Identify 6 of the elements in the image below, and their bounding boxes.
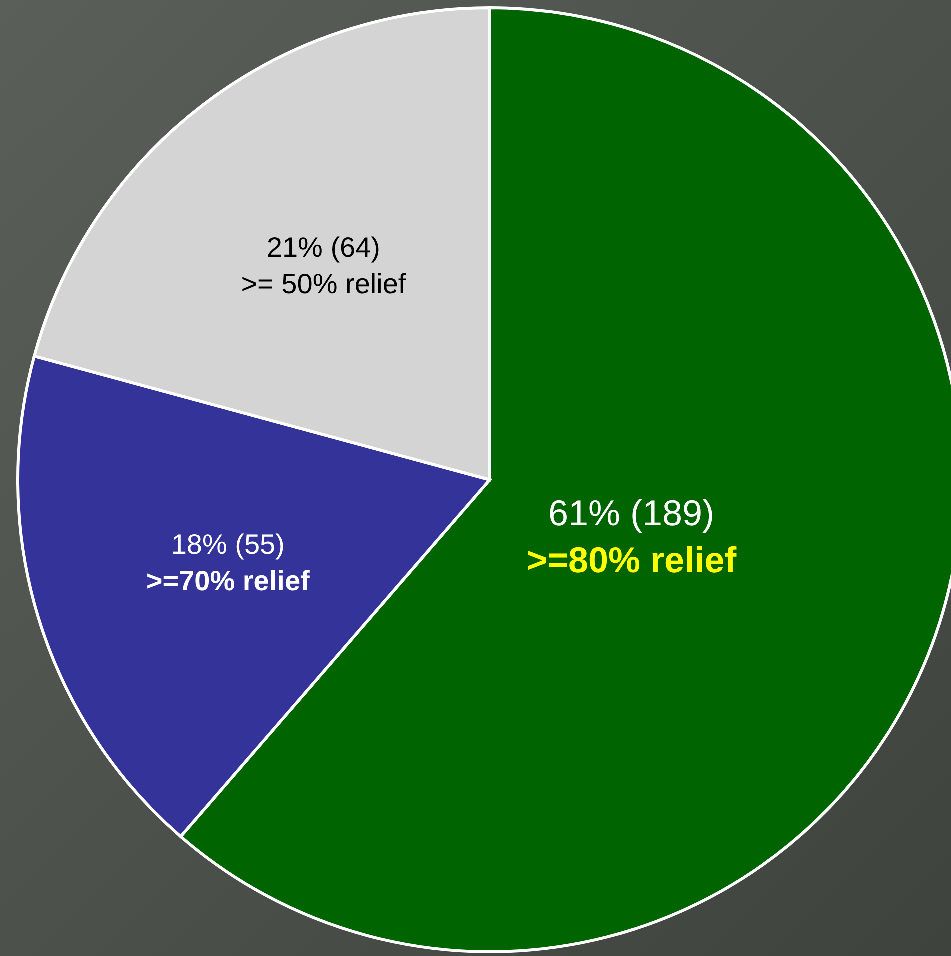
slice-label: >=70% relief bbox=[146, 566, 311, 597]
data-label: 61% (189) bbox=[548, 492, 715, 534]
slice-label: >= 50% relief bbox=[241, 268, 406, 300]
data-label: 21% (64) bbox=[266, 232, 381, 263]
slice-label: >=80% relief bbox=[526, 539, 738, 580]
data-label: 18% (55) bbox=[171, 529, 285, 560]
